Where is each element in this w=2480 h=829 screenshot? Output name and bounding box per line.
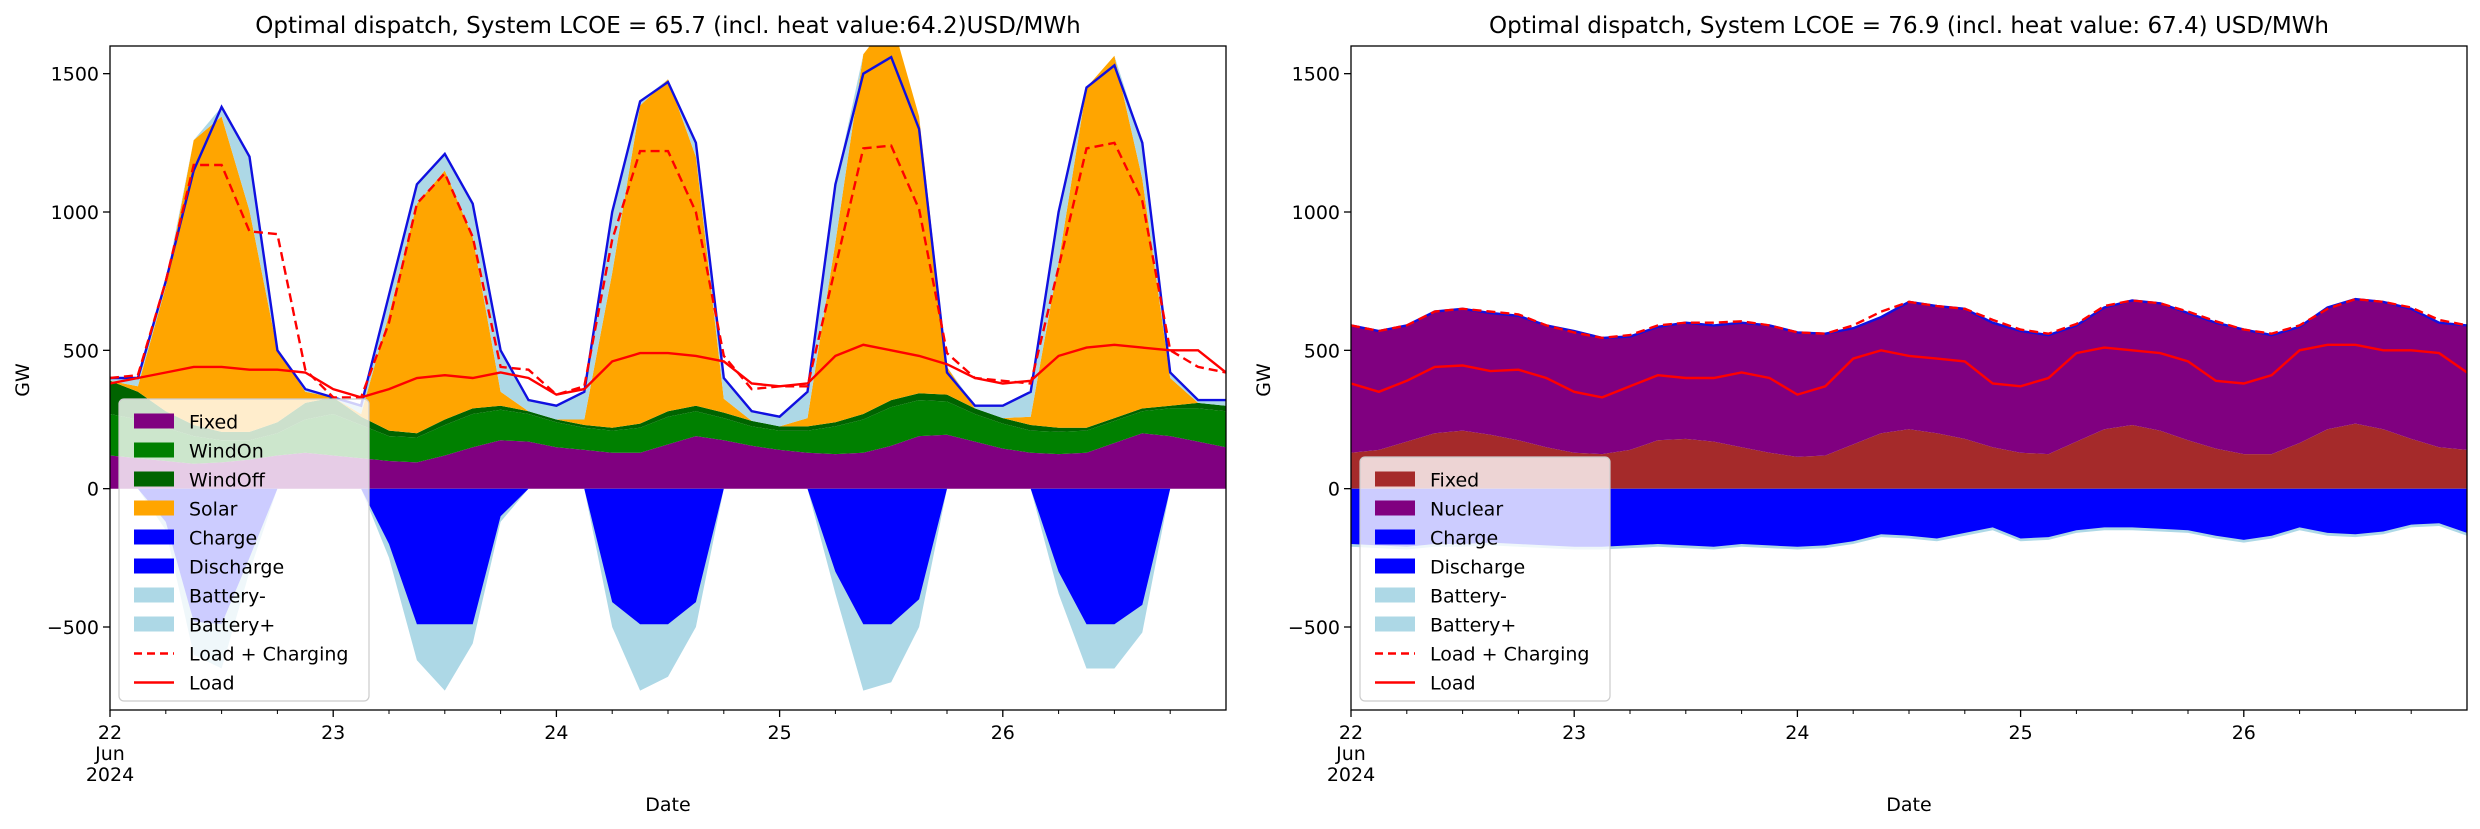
- right-legend-swatch-battery: [1375, 616, 1415, 632]
- left-area-windon: [110, 400, 1226, 464]
- left-x-tick-label: 24: [544, 722, 568, 744]
- right-legend-swatch-discharge: [1375, 558, 1415, 574]
- left-legend-box: [118, 398, 370, 702]
- right-legend-swatch-nuclear: [1375, 500, 1415, 516]
- left-x-tick-label: 22: [98, 722, 122, 744]
- left-legend-swatch-charge: [134, 529, 174, 545]
- right-line-load: [1351, 343, 2467, 399]
- left-legend-label-battery: Battery-: [189, 586, 266, 608]
- left-y-tick-label: 1000: [51, 202, 99, 224]
- right-legend-label-load: Load: [1430, 673, 1476, 695]
- left-line-load-charging: [110, 141, 1226, 399]
- left-legend-label-charge: Charge: [189, 528, 257, 550]
- right-plot-area: [1351, 297, 2467, 550]
- left-legend-label-solar: Solar: [189, 499, 238, 521]
- left-area-solar: [110, 46, 1226, 434]
- right-x-tick-label: 26: [2232, 722, 2256, 744]
- left-legend-swatch-discharge: [134, 558, 174, 574]
- right-dispatch-chart: Optimal dispatch, System LCOE = 76.9 (in…: [1253, 13, 2468, 816]
- right-legend-box: [1359, 456, 1611, 702]
- left-legend-label-discharge: Discharge: [189, 557, 284, 579]
- right-x-tick-label: 2024: [1327, 764, 1375, 786]
- left-y-tick-label: 500: [63, 340, 99, 362]
- right-legend-label-fixed: Fixed: [1430, 470, 1479, 492]
- right-legend-swatch-battery: [1375, 587, 1415, 603]
- right-x-axis-label: Date: [1886, 794, 1931, 816]
- left-x-tick-label: Jun: [94, 743, 125, 765]
- right-y-tick-label: −500: [1288, 617, 1340, 639]
- left-legend-label-windon: WindOn: [189, 441, 264, 463]
- left-y-tick-label: 0: [87, 479, 99, 501]
- left-plot-area: [110, 46, 1226, 691]
- right-x-tick-label: 24: [1785, 722, 1809, 744]
- right-x-tick-label: 23: [1562, 722, 1586, 744]
- right-area-fixed: [1351, 423, 2467, 489]
- left-legend-label-load: Load: [189, 673, 235, 695]
- right-legend-label-battery: Battery+: [1430, 615, 1516, 637]
- right-y-tick-label: 500: [1304, 340, 1340, 362]
- right-y-tick-label: 0: [1328, 479, 1340, 501]
- left-legend-swatch-fixed: [134, 413, 174, 429]
- right-y-tick-label: 1000: [1292, 202, 1340, 224]
- left-legend-swatch-battery: [134, 616, 174, 632]
- right-y-axis-label: GW: [1253, 363, 1275, 397]
- left-legend-label-windoff: WindOff: [189, 470, 266, 492]
- left-line-battery-edge: [110, 55, 1226, 418]
- right-area-nuclear: [1351, 299, 2467, 457]
- left-x-tick-label: 26: [991, 722, 1015, 744]
- right-line-load-charging: [1351, 297, 2467, 340]
- right-legend-label-battery: Battery-: [1430, 586, 1507, 608]
- left-x-axis-label: Date: [645, 794, 690, 816]
- right-chart-title: Optimal dispatch, System LCOE = 76.9 (in…: [1489, 13, 2329, 39]
- left-x-tick-label: 23: [321, 722, 345, 744]
- right-legend-label-load-charging: Load + Charging: [1430, 644, 1589, 666]
- right-area-charge: [1351, 488, 2467, 547]
- left-legend-swatch-windoff: [134, 471, 174, 487]
- left-legend: Fixed WindOn WindOff Solar Charge Discharge Ba…: [118, 398, 370, 702]
- left-dispatch-chart: Optimal dispatch, System LCOE = 65.7 (in…: [12, 13, 1227, 816]
- left-legend-swatch-windon: [134, 442, 174, 458]
- right-legend-label-charge: Charge: [1430, 528, 1498, 550]
- left-y-tick-label: −500: [47, 617, 99, 639]
- right-legend: Fixed Nuclear Charge Discharge Battery- Batte…: [1359, 456, 1611, 702]
- left-y-tick-label: 1500: [51, 64, 99, 86]
- left-legend-swatch-battery: [134, 587, 174, 603]
- left-line-load: [110, 343, 1226, 399]
- left-area-fixed: [110, 433, 1226, 489]
- right-legend-label-discharge: Discharge: [1430, 557, 1525, 579]
- left-area-charge: [110, 488, 1226, 625]
- left-x-tick-label: 2024: [86, 764, 134, 786]
- right-legend-label-nuclear: Nuclear: [1430, 499, 1503, 521]
- right-legend-swatch-charge: [1375, 529, 1415, 545]
- left-x-tick-label: 25: [768, 722, 792, 744]
- left-chart-title: Optimal dispatch, System LCOE = 65.7 (in…: [255, 13, 1080, 39]
- right-x-tick-label: 22: [1339, 722, 1363, 744]
- right-x-tick-label: 25: [2009, 722, 2033, 744]
- right-legend-swatch-fixed: [1375, 471, 1415, 487]
- left-legend-label-battery: Battery+: [189, 615, 275, 637]
- left-area-windoff: [110, 380, 1226, 441]
- right-y-tick-label: 1500: [1292, 64, 1340, 86]
- left-y-axis-label: GW: [12, 363, 34, 397]
- left-legend-label-fixed: Fixed: [189, 412, 238, 434]
- left-legend-swatch-solar: [134, 500, 174, 516]
- left-legend-label-load-charging: Load + Charging: [189, 644, 348, 666]
- right-x-tick-label: Jun: [1335, 743, 1366, 765]
